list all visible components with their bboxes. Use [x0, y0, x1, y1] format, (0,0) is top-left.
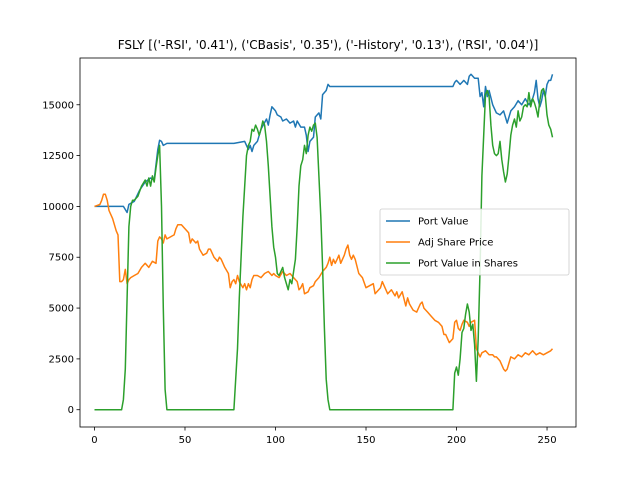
legend: Port Value Adj Share Price Port Value in S… — [379, 208, 570, 276]
legend-entry-label: Port Value — [418, 217, 468, 228]
axes: 0 50 100 150 200 2500250050007500100001250015… — [42, 57, 577, 446]
y-tick-label: 15000 — [42, 100, 74, 111]
series-line-3 — [94, 87, 554, 411]
legend-box — [379, 208, 570, 276]
y-tick-label: 7500 — [49, 253, 74, 264]
plot-area — [94, 73, 554, 411]
legend-entry-label: Port Value in Shares — [418, 259, 518, 270]
y-tick-label: 5000 — [49, 304, 74, 315]
series-line-1 — [94, 73, 554, 214]
chart-title: FSLY [('-RSI', '0.41'), ('CBasis', '0.35… — [118, 38, 539, 52]
y-tick-label: 0 — [68, 405, 74, 416]
x-tick-label: 200 — [447, 435, 466, 446]
x-tick-label: 50 — [179, 435, 192, 446]
legend-entry-label: Adj Share Price — [418, 238, 493, 249]
x-tick-label: 250 — [537, 435, 556, 446]
axes-frame — [79, 57, 577, 428]
x-tick-label: 150 — [356, 435, 375, 446]
x-tick-label: 0 — [91, 435, 97, 446]
y-tick-label: 10000 — [42, 202, 74, 213]
x-tick-label: 100 — [266, 435, 285, 446]
y-tick-label: 2500 — [49, 354, 74, 365]
y-tick-label: 12500 — [42, 151, 74, 162]
